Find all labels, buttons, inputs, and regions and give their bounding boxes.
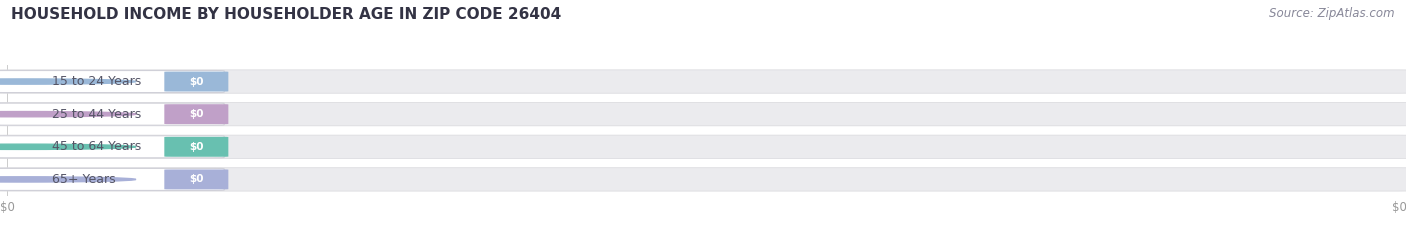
FancyBboxPatch shape: [0, 103, 1406, 126]
Circle shape: [0, 177, 136, 182]
Text: 15 to 24 Years: 15 to 24 Years: [52, 75, 141, 88]
Circle shape: [0, 144, 136, 149]
Text: 65+ Years: 65+ Years: [52, 173, 115, 186]
Text: $0: $0: [188, 175, 204, 184]
FancyBboxPatch shape: [0, 168, 1406, 191]
FancyBboxPatch shape: [165, 137, 228, 157]
Text: 25 to 44 Years: 25 to 44 Years: [52, 108, 141, 121]
Text: $0: $0: [188, 109, 204, 119]
FancyBboxPatch shape: [0, 103, 224, 125]
FancyBboxPatch shape: [165, 104, 228, 124]
Circle shape: [0, 79, 136, 84]
FancyBboxPatch shape: [0, 136, 224, 158]
Text: HOUSEHOLD INCOME BY HOUSEHOLDER AGE IN ZIP CODE 26404: HOUSEHOLD INCOME BY HOUSEHOLDER AGE IN Z…: [11, 7, 561, 22]
Text: $0: $0: [188, 142, 204, 152]
FancyBboxPatch shape: [0, 168, 224, 190]
Text: Source: ZipAtlas.com: Source: ZipAtlas.com: [1270, 7, 1395, 20]
Text: 45 to 64 Years: 45 to 64 Years: [52, 140, 141, 153]
Text: $0: $0: [188, 77, 204, 86]
FancyBboxPatch shape: [165, 169, 228, 189]
Circle shape: [0, 112, 136, 117]
FancyBboxPatch shape: [0, 71, 224, 93]
FancyBboxPatch shape: [0, 135, 1406, 158]
FancyBboxPatch shape: [165, 72, 228, 92]
FancyBboxPatch shape: [0, 70, 1406, 93]
